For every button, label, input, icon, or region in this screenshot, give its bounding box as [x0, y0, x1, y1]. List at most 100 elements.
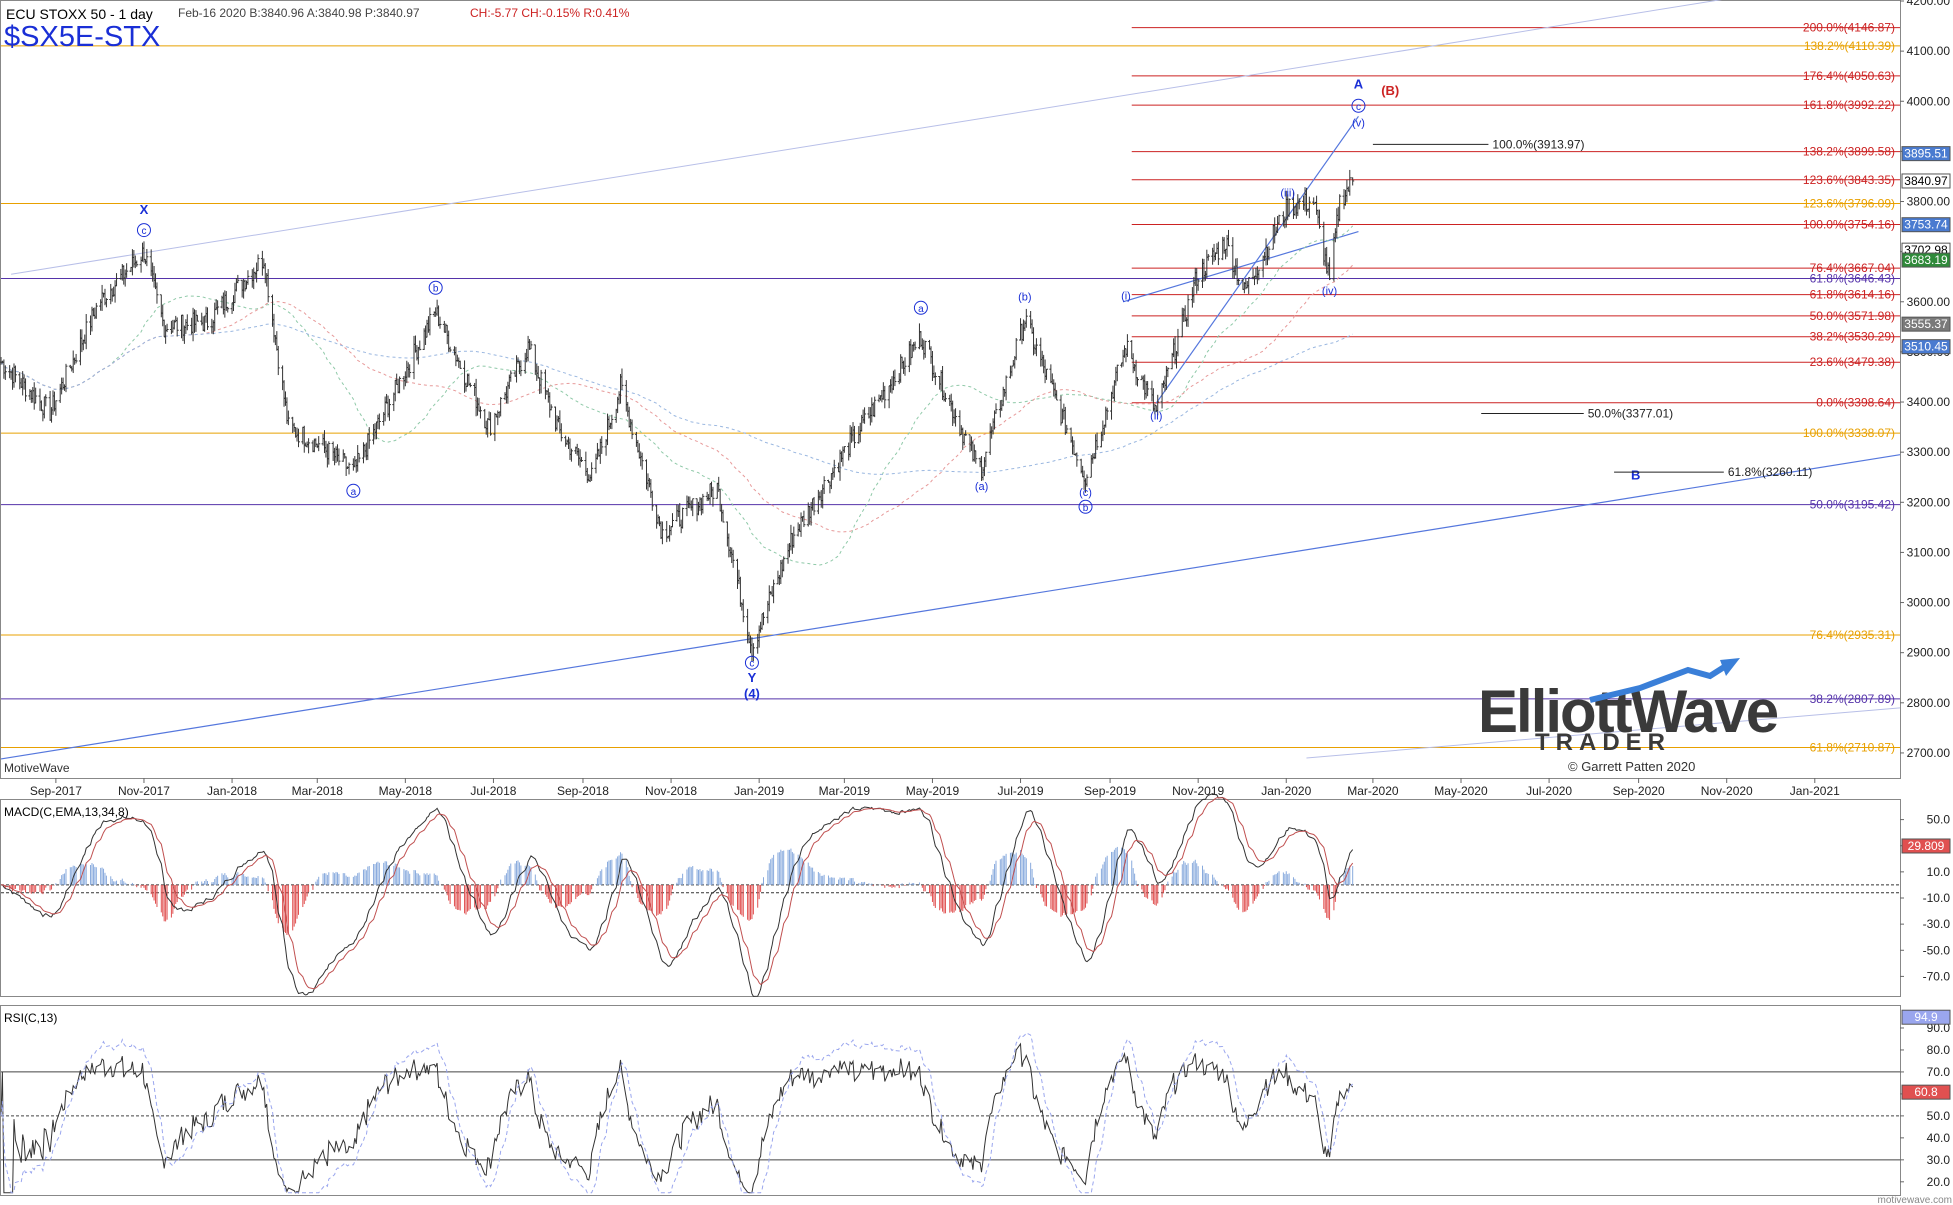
macd-badge — [1901, 838, 1951, 854]
rsi-tick-label: 70.0 — [1927, 1065, 1951, 1079]
fib-label: 76.4%(2935.31) — [1810, 628, 1895, 642]
moving-average — [0, 264, 1354, 533]
time-tick-label: Jul-2019 — [998, 784, 1044, 798]
time-tick-label: May-2019 — [906, 784, 960, 798]
macd-tick-label: 10.0 — [1927, 865, 1951, 879]
price-y-axis: 4200.004100.004000.003900.003800.003700.… — [1900, 0, 1950, 760]
fib-label: 38.2%(3530.29) — [1810, 330, 1895, 344]
wave-label: (a) — [975, 481, 988, 493]
price-badge — [1901, 252, 1951, 268]
wave-label: c — [749, 659, 754, 670]
price-badge-label: 3895.51 — [1904, 147, 1948, 161]
symbol-label: $SX5E-STX — [4, 21, 160, 53]
logo-arrow-icon — [1720, 658, 1740, 676]
wave-circle — [428, 280, 443, 295]
fib-label: 61.8%(2710.87) — [1810, 740, 1895, 754]
rsi-badge-label: 60.8 — [1914, 1085, 1938, 1099]
macd-panel[interactable]: MACD(C,EMA,13,34,8) — [0, 793, 1901, 997]
quote-line: Feb-16 2020 B:3840.96 A:3840.98 P:3840.9… — [178, 6, 420, 20]
wave-label: (4) — [744, 686, 760, 701]
macd-tick-label: 50.0 — [1927, 813, 1951, 827]
time-tick-label: Mar-2018 — [292, 784, 344, 798]
trend-line — [11, 0, 1723, 275]
wave-label: B — [1631, 468, 1640, 483]
change-line: CH:-5.77 CH:-0.15% R:0.41% — [470, 6, 630, 20]
macd-badge-label: 29.809 — [1908, 839, 1945, 853]
time-tick-label: May-2018 — [379, 784, 433, 798]
fib-label: 76.4%(3667.04) — [1810, 261, 1895, 275]
price-panel[interactable]: 200.0%(4146.87) 138.2%(4110.39) 176.4%(405… — [0, 0, 1901, 779]
wave-label: (ii) — [1150, 411, 1162, 423]
time-tick-label: Jan-2019 — [734, 784, 784, 798]
price-badge — [1901, 173, 1951, 189]
price-badge-label: 3510.45 — [1904, 340, 1948, 354]
wave-label: Y — [748, 670, 757, 685]
price-badge — [1901, 316, 1951, 332]
elliottwave-trader-logo: ElliottWave TRADER © Garrett Patten 2020 — [1478, 658, 1780, 774]
wave-label: c — [141, 226, 146, 237]
fib-label: 123.6%(3843.35) — [1803, 173, 1895, 187]
wave-circle — [1351, 98, 1366, 113]
time-tick-label: May-2020 — [1434, 784, 1488, 798]
wave-label: (iv) — [1322, 285, 1337, 297]
fib-label: 123.6%(3796.09) — [1803, 196, 1895, 210]
trend-line — [1306, 707, 1901, 759]
wave-label: b — [1083, 503, 1089, 514]
price-badge — [1901, 339, 1951, 355]
price-badge-label: 3683.19 — [1904, 253, 1948, 267]
wave-label: (v) — [1352, 117, 1365, 129]
time-tick-label: Sep-2019 — [1084, 784, 1136, 798]
price-tick-label: 2700.00 — [1907, 746, 1951, 760]
wave-label: A — [1354, 77, 1364, 92]
rsi-tick-label: 50.0 — [1927, 1109, 1951, 1123]
macd-tick-label: -10.0 — [1923, 891, 1951, 905]
price-tick-label: 2800.00 — [1907, 696, 1951, 710]
macd-title: MACD(C,EMA,13,34,8) — [4, 805, 129, 819]
time-tick-label: Nov-2019 — [1172, 784, 1224, 798]
time-tick-label: Jan-2021 — [1790, 784, 1840, 798]
wave-label: X — [140, 202, 149, 217]
macd-signal-line — [1, 797, 1354, 990]
projection-label: 100.0%(3913.97) — [1492, 137, 1584, 151]
logo-subword: TRADER — [1535, 729, 1671, 756]
macd-y-axis: 50.030.010.0-10.0-30.0-50.0-70.029.809 — [1900, 813, 1951, 983]
rsi-panel[interactable]: RSI(C,13) — [0, 1005, 1901, 1196]
price-badge-label: 3555.37 — [1904, 317, 1948, 331]
wave-circle — [744, 655, 759, 670]
wave-label: (iii) — [1280, 188, 1295, 200]
fib-label: 50.0%(3195.42) — [1810, 498, 1895, 512]
price-tick-label: 3200.00 — [1907, 495, 1951, 509]
fib-label: 61.8%(3614.16) — [1810, 288, 1895, 302]
rsi-title: RSI(C,13) — [4, 1011, 57, 1025]
fib-label: 50.0%(3571.98) — [1810, 309, 1895, 323]
time-tick-label: Jan-2018 — [207, 784, 257, 798]
fib-label: 100.0%(3338.07) — [1803, 426, 1895, 440]
time-tick-label: Mar-2019 — [819, 784, 871, 798]
wave-circle — [1078, 499, 1093, 514]
wave-label: (c) — [1079, 487, 1092, 499]
time-axis: Sep-2017 Nov-2017 Jan-2018 Mar-2018 May-2018… — [30, 778, 1840, 798]
rsi-tick-label: 20.0 — [1927, 1175, 1951, 1189]
price-tick-label: 4200.00 — [1907, 0, 1951, 8]
wave-circle — [136, 223, 151, 238]
price-tick-label: 4100.00 — [1907, 44, 1951, 58]
trend-line — [1155, 115, 1359, 404]
fib-label: 100.0%(3754.16) — [1803, 217, 1895, 231]
fib-label: 61.8%(3646.43) — [1810, 271, 1895, 285]
price-tick-label: 2900.00 — [1907, 646, 1951, 660]
logo-wave-swoosh — [1589, 659, 1734, 703]
rsi-band — [0, 1032, 1354, 1194]
trend-line — [0, 454, 1901, 760]
rsi-tick-label: 80.0 — [1927, 1043, 1951, 1057]
wave-label: a — [918, 304, 924, 315]
price-badge-label: 3840.97 — [1904, 174, 1948, 188]
fib-label: 161.8%(3992.22) — [1803, 98, 1895, 112]
price-tick-label: 3600.00 — [1907, 295, 1951, 309]
price-tick-label: 3400.00 — [1907, 395, 1951, 409]
projection-label: 61.8%(3260.11) — [1728, 465, 1813, 479]
time-tick-label: Sep-2020 — [1613, 784, 1665, 798]
fib-label: 138.2%(3899.58) — [1803, 145, 1895, 159]
site-watermark: motivewave.com — [1878, 1195, 1952, 1205]
wave-label: c — [1356, 102, 1361, 113]
macd-line — [1, 793, 1354, 997]
